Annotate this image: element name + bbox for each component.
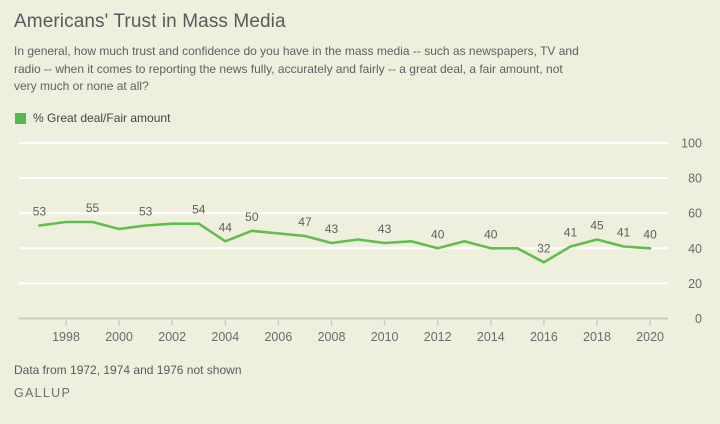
legend-swatch [15, 112, 26, 124]
survey-question-line-1: In general, how much trust and confidenc… [14, 44, 579, 58]
y-tick-label-80: 80 [688, 172, 702, 186]
data-label-2005: 50 [245, 210, 259, 224]
x-tick-label-2010: 2010 [371, 330, 399, 344]
data-label-2020: 40 [643, 227, 657, 241]
x-tick-label-2018: 2018 [583, 330, 611, 344]
data-label-2003: 54 [192, 203, 206, 217]
data-label-2012: 40 [431, 227, 445, 241]
data-label-2017: 41 [564, 226, 578, 240]
gallup-brand-label: GALLUP [14, 386, 72, 400]
data-label-2004: 44 [219, 220, 233, 234]
y-tick-label-0: 0 [695, 312, 702, 326]
page-title: Americans' Trust in Mass Media [14, 11, 286, 32]
data-label-2010: 43 [378, 222, 392, 236]
x-tick-label-2020: 2020 [636, 330, 664, 344]
data-label-1997: 53 [33, 204, 47, 218]
x-tick-label-2008: 2008 [318, 330, 346, 344]
data-label-2018: 45 [590, 219, 604, 233]
data-label-2014: 40 [484, 227, 498, 241]
x-tick-label-1998: 1998 [52, 330, 80, 344]
x-tick-label-2016: 2016 [530, 330, 558, 344]
chart-legend: % Great deal/Fair amount [15, 111, 170, 125]
data-label-2001: 53 [139, 204, 153, 218]
x-tick-label-2006: 2006 [264, 330, 292, 344]
y-tick-label-40: 40 [688, 242, 702, 256]
x-tick-label-2012: 2012 [424, 330, 452, 344]
data-label-2008: 43 [325, 222, 339, 236]
y-tick-label-20: 20 [688, 277, 702, 291]
data-label-2016: 32 [537, 241, 551, 255]
x-tick-label-2004: 2004 [211, 330, 239, 344]
x-tick-label-2000: 2000 [105, 330, 133, 344]
survey-question-line-2: radio -- when it comes to reporting the … [14, 61, 563, 76]
x-tick-label-2014: 2014 [477, 330, 505, 344]
data-label-1999: 55 [86, 201, 100, 215]
survey-question-line-3: very much or none at all? [14, 79, 149, 93]
x-tick-label-2002: 2002 [158, 330, 186, 344]
chart-footnote: Data from 1972, 1974 and 1976 not shown [14, 363, 242, 377]
y-tick-label-100: 100 [681, 137, 702, 151]
data-label-2019: 41 [617, 226, 631, 240]
data-label-2007: 47 [298, 215, 312, 229]
trust-trend-line [38, 220, 652, 264]
survey-question-text: In general, how much trust and confidenc… [14, 43, 579, 96]
y-tick-label-60: 60 [688, 207, 702, 221]
legend-label: % Great deal/Fair amount [33, 111, 171, 125]
